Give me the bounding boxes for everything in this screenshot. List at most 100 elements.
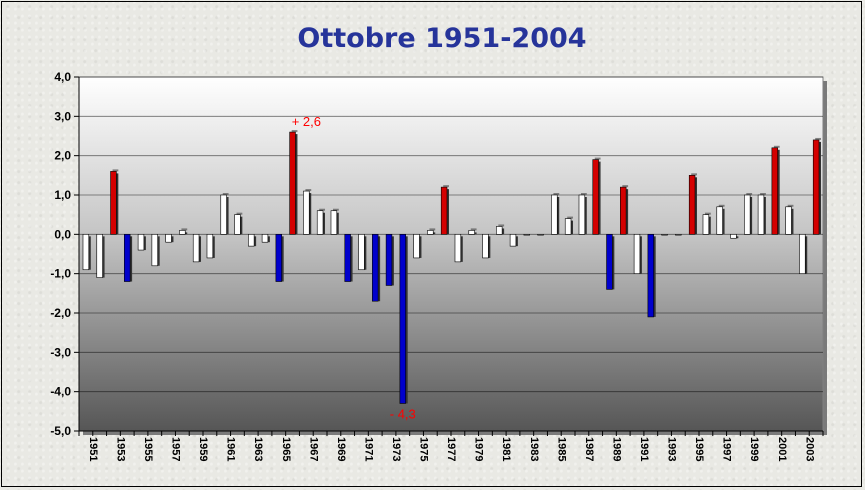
bar-top [553,193,560,195]
bar [482,234,489,259]
x-tick-label: 2001 [776,437,788,461]
bar-top [443,185,450,188]
bar [372,234,379,302]
bar [509,234,517,247]
bar [620,186,627,235]
bar [537,234,544,236]
x-tick-label: 1989 [610,437,622,461]
bar [151,234,158,267]
x-tick-label: 1981 [500,437,512,461]
bar-shadow [571,220,574,235]
bar-shadow [350,236,353,282]
bar-shadow [653,236,656,317]
bar-shadow [474,232,477,235]
bar-top [622,185,629,188]
bar-shadow [185,232,188,235]
bar-shadow [515,236,518,247]
x-tick-label: 1965 [280,437,292,461]
bar [220,194,227,235]
bar [688,175,696,235]
bar-top [580,193,587,195]
bar-shadow [639,236,642,274]
bar [275,234,282,282]
bar-shadow [336,212,339,235]
bar [179,230,186,235]
x-tick-label: 1987 [583,437,595,461]
bar-top [429,228,436,231]
x-tick-label: 1957 [170,437,182,461]
y-tick-label: 1,0 [54,188,71,202]
bar [578,194,586,235]
bar-shadow [584,197,587,235]
bar-top [222,193,229,195]
y-tick-label: 4,0 [54,70,71,84]
bar-shadow [598,161,601,235]
bar-top [787,204,794,207]
bar-shadow [254,236,257,247]
bar-shadow [378,236,381,302]
bar-top [567,216,574,219]
plot-area [78,76,824,432]
bar-shadow [364,236,367,270]
bar [744,194,751,235]
bar-shadow [212,236,215,258]
bar-shadow [557,197,560,235]
bars [82,130,822,404]
bar [592,159,599,235]
bar-top [470,228,477,231]
bar-shadow [405,236,408,404]
x-tick-label: 1953 [114,437,126,461]
bar-top [291,130,298,133]
bar [785,206,792,235]
bar-top [760,193,766,195]
bar-shadow [722,208,725,235]
bar [496,226,503,235]
y-tick-label: 0,0 [54,227,71,241]
bar [124,234,131,282]
x-tick-label: 2003 [803,437,815,461]
bar [440,186,448,235]
bar-shadow [199,236,202,262]
bar-top [746,193,753,195]
bar [661,234,668,236]
bar-top [691,173,698,176]
bar-shadow [143,236,146,251]
x-tick-label: 1951 [87,437,99,461]
bar-top [704,212,711,215]
y-tick-label: -2,0 [50,306,71,320]
bar-shadow [763,197,766,235]
bar-shadow [736,236,739,239]
y-tick-label: 2,0 [54,149,71,163]
x-tick-label: 1959 [197,437,209,461]
bar-shadow [240,216,243,235]
bar-shadow [502,228,505,235]
bar [399,234,406,404]
data-label: + 2,6 [292,114,321,129]
bar-shadow [805,236,808,274]
x-tick-label: 1963 [252,437,264,461]
bar-top [773,145,780,148]
bar [96,234,103,278]
bar-top [332,208,339,211]
x-tick-label: 1961 [225,437,237,461]
x-tick-label: 1977 [445,437,457,461]
bar [248,234,255,247]
x-tick-label: 1991 [638,437,650,461]
bar-shadow [102,236,105,278]
bar-top [319,208,326,211]
bar-shadow [612,236,615,290]
bar [771,147,778,235]
x-tick-label: 1983 [528,437,540,461]
x-tick-label: 1955 [142,437,154,461]
bar-shadow [447,189,450,235]
bar [633,234,641,274]
x-tick-labels: 1951 1953 1955 1957 1959 1961 1963 1965 1967 1969… [87,437,815,461]
bar-top [236,212,243,215]
x-tick-label: 1971 [362,437,374,461]
bar-top [718,204,725,207]
x-tick-label: 1995 [693,437,705,461]
x-tick-label: 1979 [473,437,485,461]
y-tick-label: -4,0 [50,385,71,399]
bar-shadow [116,173,119,235]
bar [454,234,462,263]
